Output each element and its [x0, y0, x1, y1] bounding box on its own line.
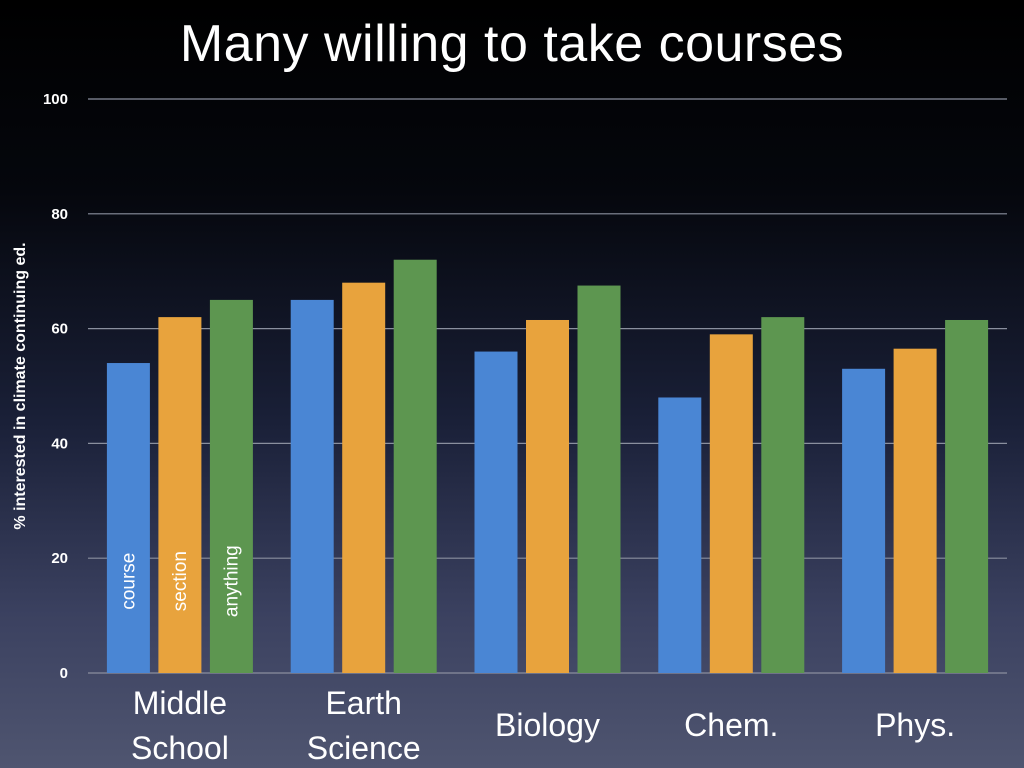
bar — [393, 259, 437, 673]
bar — [761, 317, 805, 673]
category-label: Middle — [133, 685, 227, 721]
series-label: course — [118, 553, 139, 610]
category-label: Earth — [325, 685, 401, 721]
bar — [474, 351, 518, 673]
category-label: Phys. — [875, 707, 955, 743]
y-tick-label: 0 — [60, 665, 68, 682]
y-axis-label: % interested in climate continuing ed. — [12, 242, 29, 529]
category-label: School — [131, 730, 229, 766]
bar — [945, 319, 989, 673]
bar — [158, 317, 202, 673]
bar — [526, 319, 569, 673]
y-tick-label: 60 — [51, 321, 68, 338]
bar — [106, 363, 150, 673]
bar — [577, 285, 621, 673]
bar — [658, 397, 702, 673]
series-label: anything — [221, 545, 242, 617]
series-label: section — [170, 551, 191, 611]
bar — [342, 282, 386, 673]
category-label: Chem. — [684, 707, 778, 743]
category-label: Science — [307, 730, 421, 766]
bar — [893, 348, 937, 673]
y-tick-label: 100 — [43, 91, 68, 108]
bar — [290, 299, 334, 673]
bar — [842, 368, 886, 673]
y-tick-label: 80 — [51, 206, 68, 223]
bar — [709, 334, 753, 673]
slide-title: Many willing to take courses — [179, 15, 845, 73]
y-tick-label: 20 — [51, 550, 68, 567]
y-tick-label: 40 — [51, 435, 68, 452]
bar — [209, 299, 253, 673]
category-label: Biology — [495, 707, 600, 743]
